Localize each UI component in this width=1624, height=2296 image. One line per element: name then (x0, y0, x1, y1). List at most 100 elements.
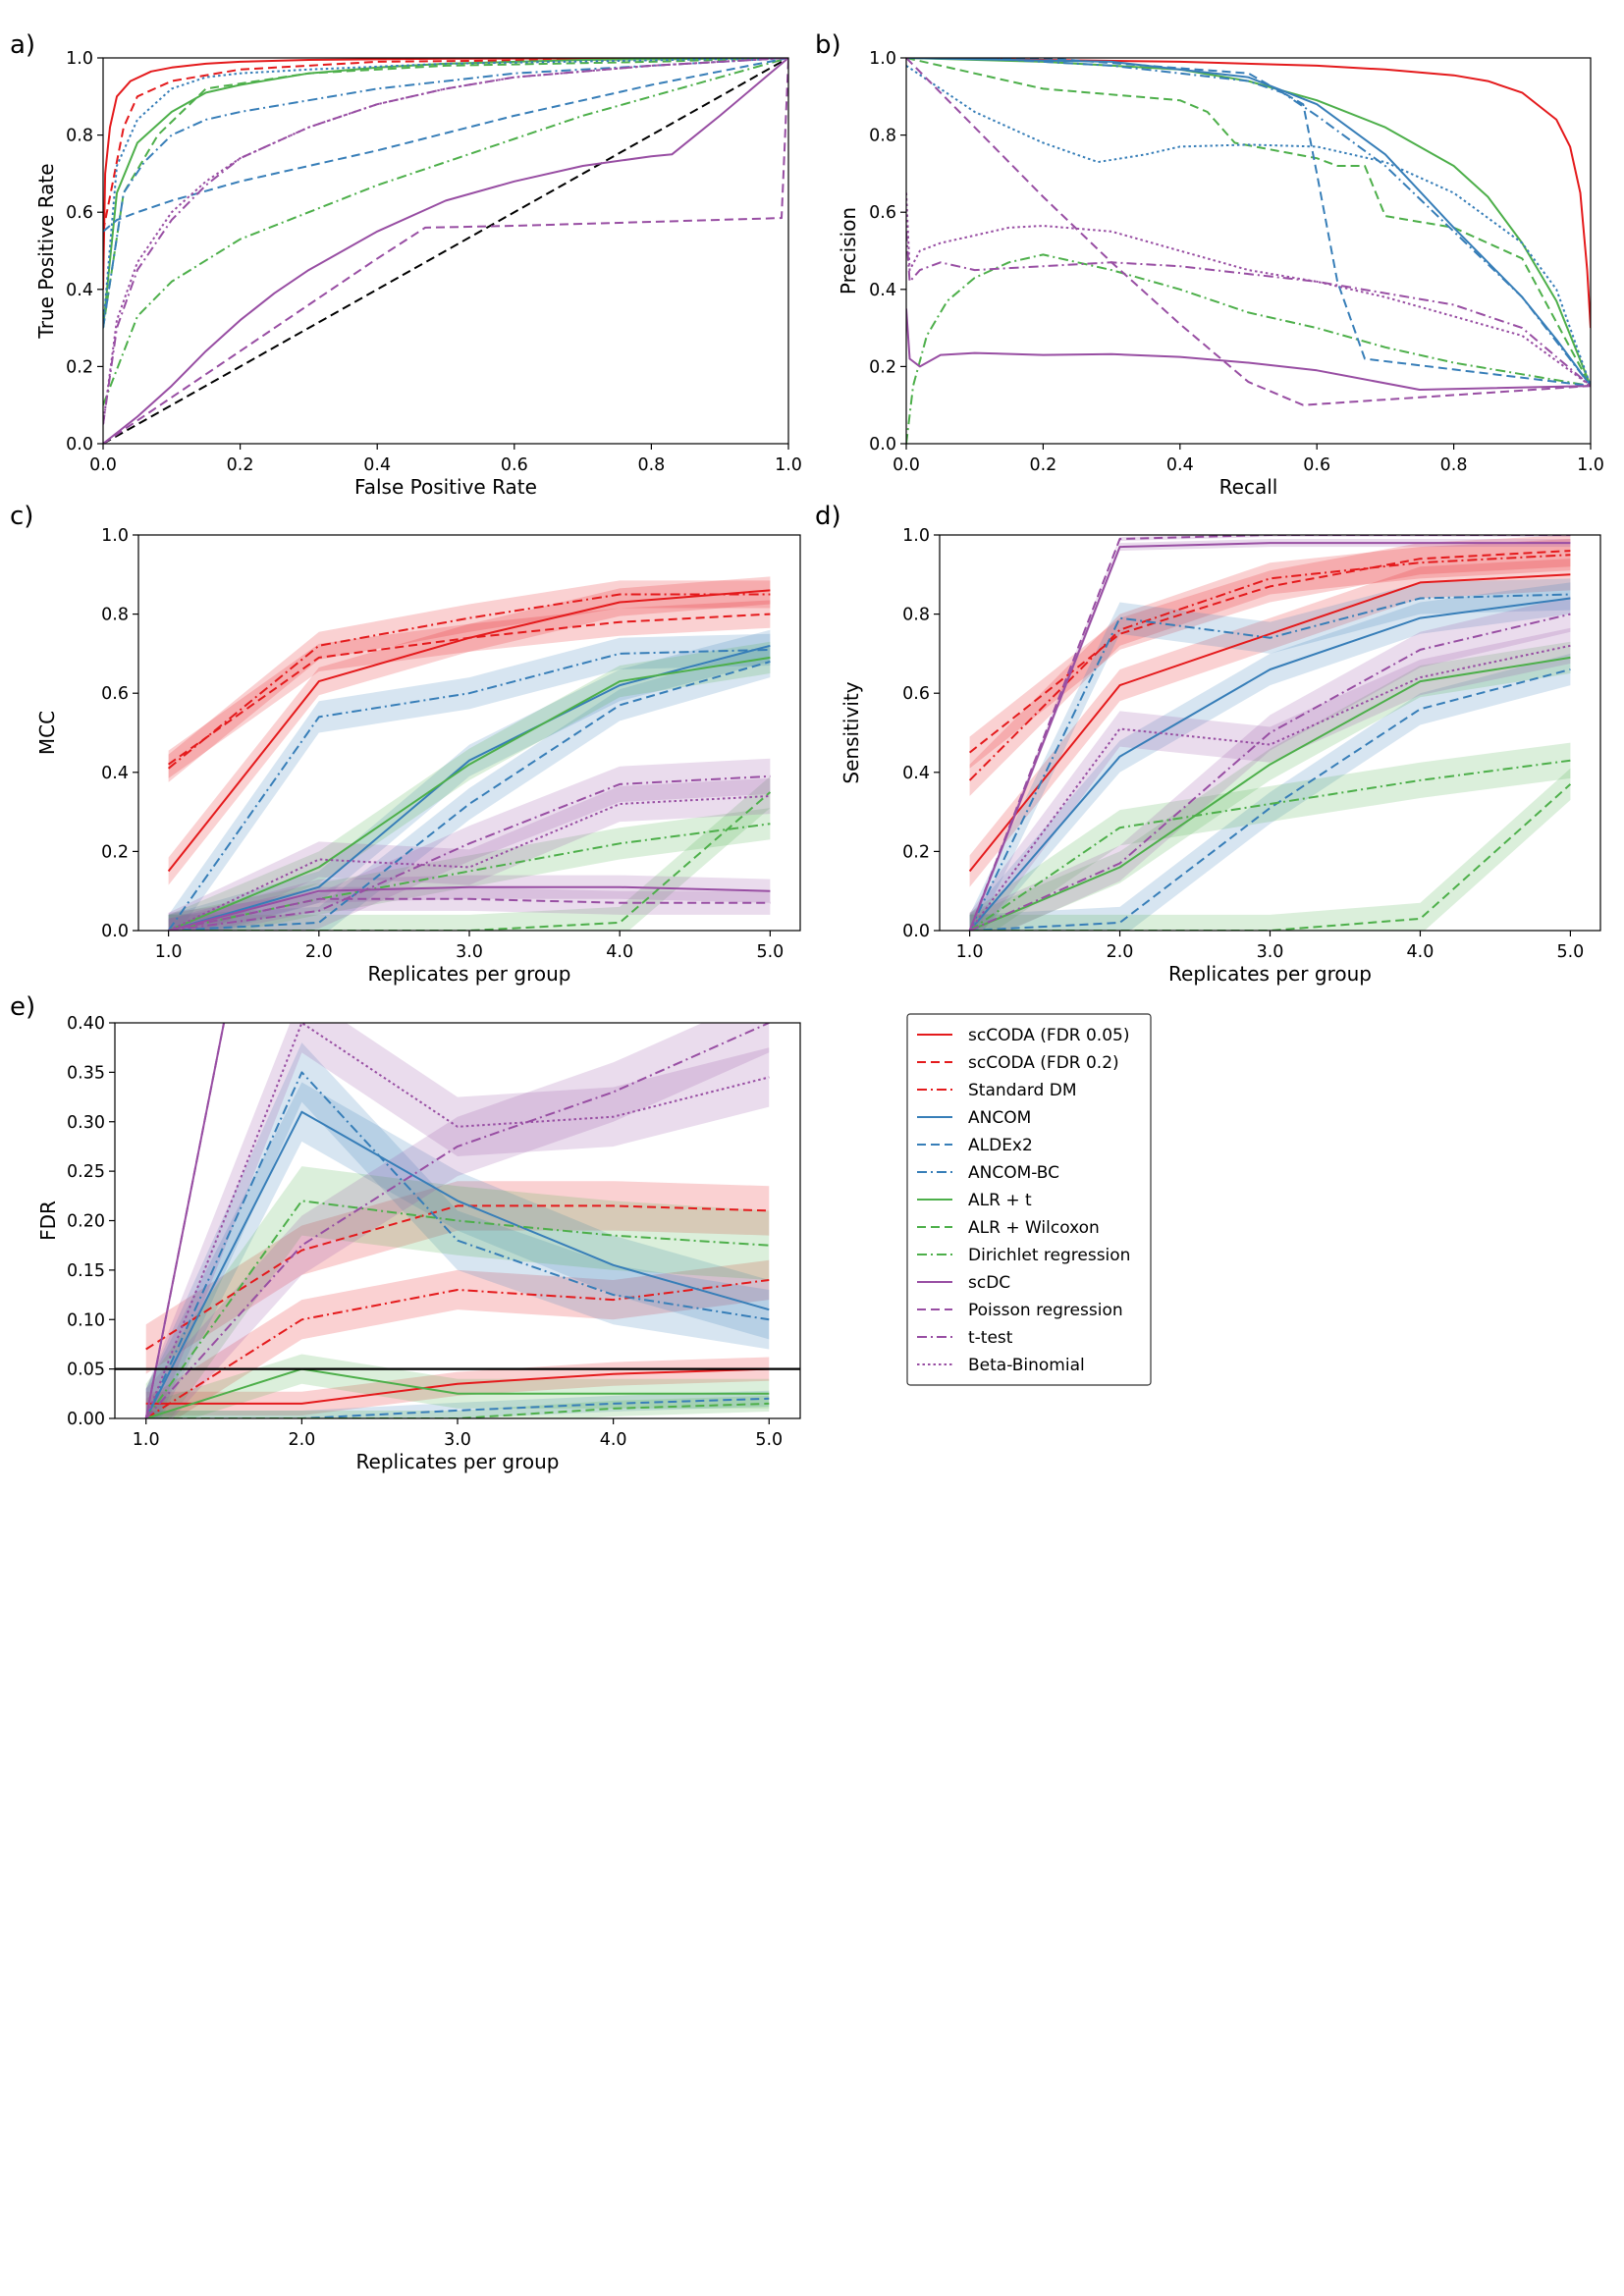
panel-e: e) 1.0 2.0 3.0 4.0 5.0 0.00 0.05 0.10 0.15 0.20 0.2… (10, 992, 801, 1473)
confidence-band-1 (168, 600, 771, 778)
legend-label: scDC (968, 1273, 1010, 1293)
y-tick-label: 1.0 (66, 49, 93, 69)
x-tick-label: 0.0 (89, 455, 117, 475)
x-tick-label: 1.0 (956, 942, 984, 962)
series-line-8 (906, 308, 1591, 391)
series-line-7 (103, 58, 788, 329)
legend-box (906, 1013, 1152, 1386)
panel-label: b) (815, 30, 841, 60)
panel-b: b) 0.0 0.2 0.4 0.6 0.8 1.0 0.0 0.2 0.4 0.6 0.8 1.0 Re… (815, 30, 1604, 499)
legend-label: ALDEx2 (968, 1136, 1033, 1155)
y-axis-label: True Positive Rate (34, 163, 58, 339)
y-tick-label: 0.6 (101, 684, 129, 704)
series-line-5 (144, 1071, 770, 1418)
y-tick-label: 0.4 (902, 764, 930, 783)
y-tick-label: 0.4 (101, 764, 129, 783)
series-line-3 (906, 253, 1591, 444)
series-line-12 (168, 795, 771, 931)
x-tick-label: 0.0 (893, 455, 920, 475)
series-line-11 (168, 774, 771, 931)
series-line-4 (906, 58, 1591, 387)
y-tick-label: 0.8 (869, 127, 896, 146)
y-tick-label: 0.8 (101, 606, 129, 625)
x-tick-label: 3.0 (456, 942, 483, 962)
confidence-band-12 (145, 1023, 770, 1418)
x-tick-label: 0.4 (363, 455, 391, 475)
series-line-12 (103, 58, 788, 425)
y-tick-label: 0.6 (869, 203, 896, 223)
panel-a: a) 0.0 0.2 0.4 0.6 0.8 1.0 0.0 0.2 0.4 0.6 0.8 1.0 Fa… (10, 30, 802, 499)
confidence-band-10 (168, 886, 771, 931)
series-line-6 (906, 58, 1591, 387)
y-tick-label: 0.2 (66, 357, 93, 377)
legend-label: Beta-Binomial (968, 1356, 1085, 1375)
plot-area (167, 576, 772, 931)
series-line-3 (968, 597, 1571, 931)
legend: scCODA (FDR 0.05) scCODA (FDR 0.2) Standar… (906, 1013, 1152, 1386)
series-line-0 (968, 573, 1571, 873)
x-tick-label: 4.0 (606, 942, 633, 962)
confidence-band-2 (168, 580, 771, 782)
series-line-6 (145, 1367, 770, 1418)
x-tick-label: 0.6 (1303, 455, 1330, 475)
series-line-7 (906, 65, 1591, 387)
x-tick-label: 0.4 (1166, 455, 1194, 475)
series-line-6 (969, 656, 1571, 931)
x-tick-label: 2.0 (1107, 942, 1134, 962)
series-line-10 (968, 535, 1571, 931)
series-line-1 (145, 1204, 770, 1351)
series-line-2 (145, 1279, 770, 1418)
x-axis-label: False Positive Rate (354, 475, 537, 499)
panel-label: e) (10, 992, 35, 1022)
axes-frame (102, 57, 789, 445)
confidence-band-6 (969, 641, 1571, 931)
series-line-8 (144, 1200, 770, 1418)
series-line-2 (906, 58, 1591, 387)
confidence-band-3 (969, 582, 1571, 931)
series-line-1 (103, 58, 788, 290)
series-line-1 (906, 58, 1591, 387)
y-tick-label: 0.2 (101, 842, 129, 862)
legend-label: Dirichlet regression (968, 1246, 1130, 1265)
figure: a) 0.0 0.2 0.4 0.6 0.8 1.0 0.0 0.2 0.4 0.6 0.8 1.0 Fa… (10, 30, 1604, 1473)
plot-area (103, 58, 788, 444)
series-line-4 (168, 661, 771, 931)
plot-area (968, 535, 1572, 931)
series-line-9 (906, 58, 1591, 406)
series-line-12 (968, 644, 1571, 931)
series-line-0 (145, 1367, 770, 1405)
series-line-5 (906, 58, 1591, 388)
x-tick-label: 3.0 (444, 1430, 471, 1450)
legend-label: Poisson regression (968, 1301, 1123, 1320)
panel-c: c) 1.0 2.0 3.0 4.0 5.0 0.0 0.2 0.4 0.6 0.8 1.0 Repli… (10, 502, 801, 986)
x-tick-label: 0.2 (1029, 455, 1056, 475)
legend-label: scCODA (FDR 0.05) (968, 1026, 1129, 1045)
confidence-band-5 (969, 578, 1571, 931)
series-line-9 (103, 58, 788, 444)
confidence-band-4 (145, 1390, 770, 1418)
confidence-band-8 (145, 1166, 770, 1418)
x-tick-label: 3.0 (1257, 942, 1284, 962)
confidence-band-11 (145, 1023, 770, 1418)
confidence-band-2 (969, 539, 1571, 796)
series-line-11 (144, 1023, 770, 1418)
series-line-4 (969, 668, 1571, 931)
series-line-10 (168, 897, 771, 931)
confidence-band-6 (145, 1354, 770, 1418)
series-line-5 (103, 58, 788, 406)
panel-label: a) (10, 30, 35, 60)
y-tick-label: 1.0 (101, 526, 129, 546)
x-tick-label: 1.0 (1577, 455, 1604, 475)
series-line-10 (906, 231, 1591, 387)
x-tick-label: 0.8 (637, 455, 665, 475)
x-tick-label: 0.2 (227, 455, 254, 475)
series-line-4 (103, 58, 788, 329)
y-tick-label: 0.00 (67, 1410, 105, 1429)
legend-label: ALR + t (968, 1191, 1032, 1210)
confidence-band-6 (168, 641, 771, 931)
y-tick-label: 0.6 (66, 203, 93, 223)
series-line-3 (168, 644, 771, 931)
y-tick-label: 1.0 (869, 49, 896, 69)
series-line-3 (103, 58, 788, 329)
x-axis-label: Replicates per group (368, 962, 571, 986)
